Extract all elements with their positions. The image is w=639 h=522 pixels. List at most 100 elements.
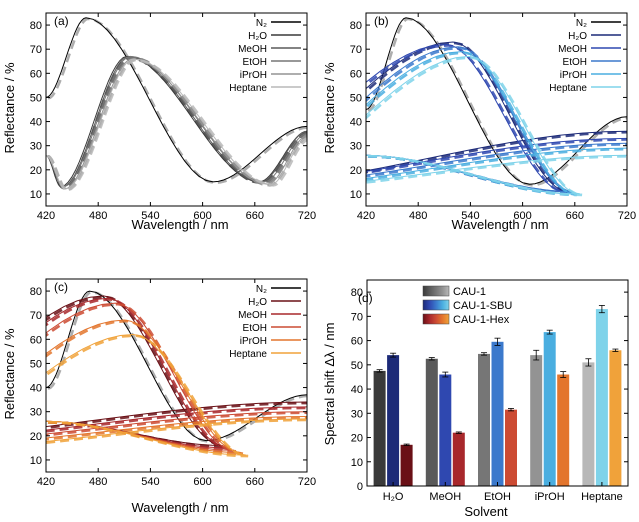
panel-b-xtick-label: 420 (357, 210, 375, 222)
panel-c-legend-label: Heptane (229, 349, 267, 360)
panel-d-legend-swatch (422, 299, 450, 311)
panel-c-frame (45, 278, 308, 473)
panel-c-xtick-label: 480 (89, 476, 107, 488)
bar (543, 332, 556, 486)
bar (478, 353, 490, 486)
panel-b-legend-label: Heptane (549, 83, 587, 94)
panel-a-ytick-label: 50 (30, 92, 42, 104)
panel-a-fit-n2 (47, 17, 307, 185)
panel-d-ytick-label: 60 (351, 336, 363, 348)
panel-c-xtick-label: 660 (246, 476, 264, 488)
panel-c-ytick-label: 70 (30, 310, 42, 322)
panel-b-xlabel: Wavelength / nm (451, 217, 548, 232)
panel-a: Reflectance / % Wavelength / nm (a) 420 4… (2, 12, 316, 232)
panel-c-ytick-label: 60 (30, 334, 42, 346)
panel-c-series-meoh (46, 297, 307, 449)
bar (557, 374, 570, 486)
panel-d-ytick-label: 40 (351, 384, 363, 396)
panel-b-fit-meoh (366, 44, 627, 194)
panel-c: Reflectance / % Wavelength / nm (c) 420 4… (2, 278, 316, 515)
panel-b-ytick-label: 60 (350, 68, 362, 80)
panel-b-xtick-label: 480 (409, 210, 427, 222)
panel-a-ytick-label: 20 (30, 165, 42, 177)
panel-c-legend: N₂ H₂O MeOH EtOH iPrOH Heptane (229, 284, 301, 360)
panel-a-ytick-label: 40 (30, 117, 42, 129)
panel-d-ytick-label: 30 (351, 408, 363, 420)
panel-d-ytick-label: 50 (351, 360, 363, 372)
panel-b-xtick-label: 540 (461, 210, 479, 222)
panel-b-fit-etoh (366, 46, 627, 194)
panel-d-legend-label: CAU-1-SBU (453, 300, 512, 312)
panel-c-legend-label: EtOH (243, 323, 267, 334)
panel-b-label: (b) (374, 14, 389, 28)
panel-a-legend-label: iPrOH (240, 70, 267, 81)
panel-c-legend-label: iPrOH (240, 336, 267, 347)
panel-c-ytick-label: 50 (30, 358, 42, 370)
bar (595, 309, 608, 486)
panel-b: Reflectance / % Wavelength / nm (b) 420 4… (322, 12, 636, 232)
panel-a-frame (45, 12, 308, 207)
bar (491, 341, 504, 486)
panel-b-ytick-label: 80 (350, 20, 362, 32)
bar (505, 409, 517, 486)
panel-a-ytick-label: 70 (30, 44, 42, 56)
panel-a-xtick-label: 600 (193, 210, 211, 222)
panel-b-legend-label: EtOH (563, 57, 587, 68)
panel-c-xtick-label: 540 (141, 476, 159, 488)
panel-d-ytick-label: 0 (357, 481, 363, 493)
panel-a-legend-label: MeOH (238, 44, 267, 55)
panel-b-plot-area (366, 17, 627, 197)
bar (609, 350, 622, 486)
panel-a-plot-area (46, 17, 307, 192)
panel-b-xtick-label: 660 (566, 210, 584, 222)
panel-d-frame (366, 279, 629, 487)
panel-c-xtick-label: 420 (37, 476, 55, 488)
panel-d: Spectral shift Δλ / nm Solvent (d) H₂O Me… (322, 279, 629, 519)
panel-a-label: (a) (54, 14, 69, 28)
panel-c-ytick-label: 80 (30, 286, 42, 298)
panel-a-xtick-label: 480 (89, 210, 107, 222)
panel-a-series-n2 (46, 17, 307, 183)
bar (452, 432, 465, 486)
panel-b-legend-label: H₂O (568, 31, 587, 42)
panel-c-fit-meoh (46, 297, 307, 451)
panel-a-xtick-label: 720 (298, 210, 316, 222)
panel-c-xtick-label: 600 (193, 476, 211, 488)
panel-d-xtick-label: EtOH (484, 491, 511, 503)
panel-c-ytick-label: 10 (30, 455, 42, 467)
panel-a-xtick-label: 420 (37, 210, 55, 222)
panel-c-ylabel: Reflectance / % (2, 328, 17, 419)
panel-a-legend-label: H₂O (248, 31, 267, 42)
panel-a-ytick-label: 10 (30, 189, 42, 201)
panel-d-legend-swatch (422, 313, 450, 325)
panel-a-legend: N₂ H₂O MeOH EtOH iPrOH Heptane (229, 18, 301, 94)
panel-c-legend-label: N₂ (256, 284, 267, 295)
panel-d-xtick-label: iPrOH (535, 491, 565, 503)
panel-c-series-iproh (46, 319, 307, 454)
panel-c-plot-area (46, 290, 307, 458)
panel-d-ylabel: Spectral shift Δλ / nm (322, 323, 337, 446)
panel-b-ytick-label: 50 (350, 92, 362, 104)
panel-b-ytick-label: 30 (350, 141, 362, 153)
panel-a-xlabel: Wavelength / nm (131, 217, 228, 232)
panel-d-ytick-label: 10 (351, 457, 363, 469)
panel-a-xtick-label: 540 (141, 210, 159, 222)
panel-b-xtick-label: 720 (618, 210, 636, 222)
panel-b-series-etoh (366, 46, 627, 192)
panel-a-fit-meoh (47, 56, 307, 190)
panel-d-xtick-label: Heptane (581, 491, 623, 503)
panel-b-legend-label: iPrOH (560, 70, 587, 81)
panel-a-ytick-label: 80 (30, 20, 42, 32)
panel-c-label: (c) (54, 280, 68, 294)
panel-c-legend-label: H₂O (248, 297, 267, 308)
panel-c-xlabel: Wavelength / nm (131, 500, 228, 515)
panel-d-legend-label: CAU-1-Hex (453, 314, 510, 326)
panel-a-series-h₂o (46, 55, 307, 188)
panel-d-legend: CAU-1 CAU-1-SBU CAU-1-Hex (422, 285, 512, 326)
panel-c-series-heptane (46, 333, 307, 456)
panel-b-frame (365, 12, 628, 207)
panel-a-xtick-label: 660 (246, 210, 264, 222)
bar (439, 374, 452, 486)
bar (530, 355, 543, 486)
